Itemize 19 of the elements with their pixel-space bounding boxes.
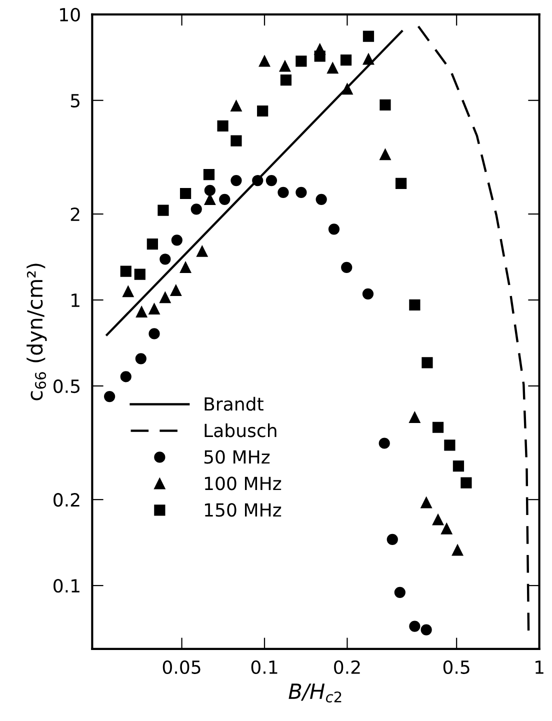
legend-label: 150 MHz [204,503,282,517]
y-axis-title: c$_{66}$ (dyn/cm²) [26,264,47,400]
x-tick-label: 1 [536,660,544,674]
y-tick-label: 0.5 [54,379,80,394]
y-tick-label: 1 [72,294,80,307]
y-tick-label: 0.2 [54,493,80,507]
x-tick-label: 0.1 [251,660,278,674]
x-tick-label: 0.2 [334,660,360,674]
y-tick-label: 2 [70,207,80,221]
y-tick-label: 5 [70,94,80,108]
legend-label: 100 MHz [204,476,282,490]
x-tick-label: 0.05 [162,660,200,674]
x-tick-label: 0.5 [443,660,470,674]
y-tick-label: 10 [60,8,80,22]
x-axis-title: B/H$_{c2}$ [288,684,342,702]
legend-label: Brandt [204,396,264,411]
legend-label: Labusch [204,423,276,438]
legend-label: 50 MHz [204,450,270,464]
y-tick-label: 0.1 [54,579,80,593]
